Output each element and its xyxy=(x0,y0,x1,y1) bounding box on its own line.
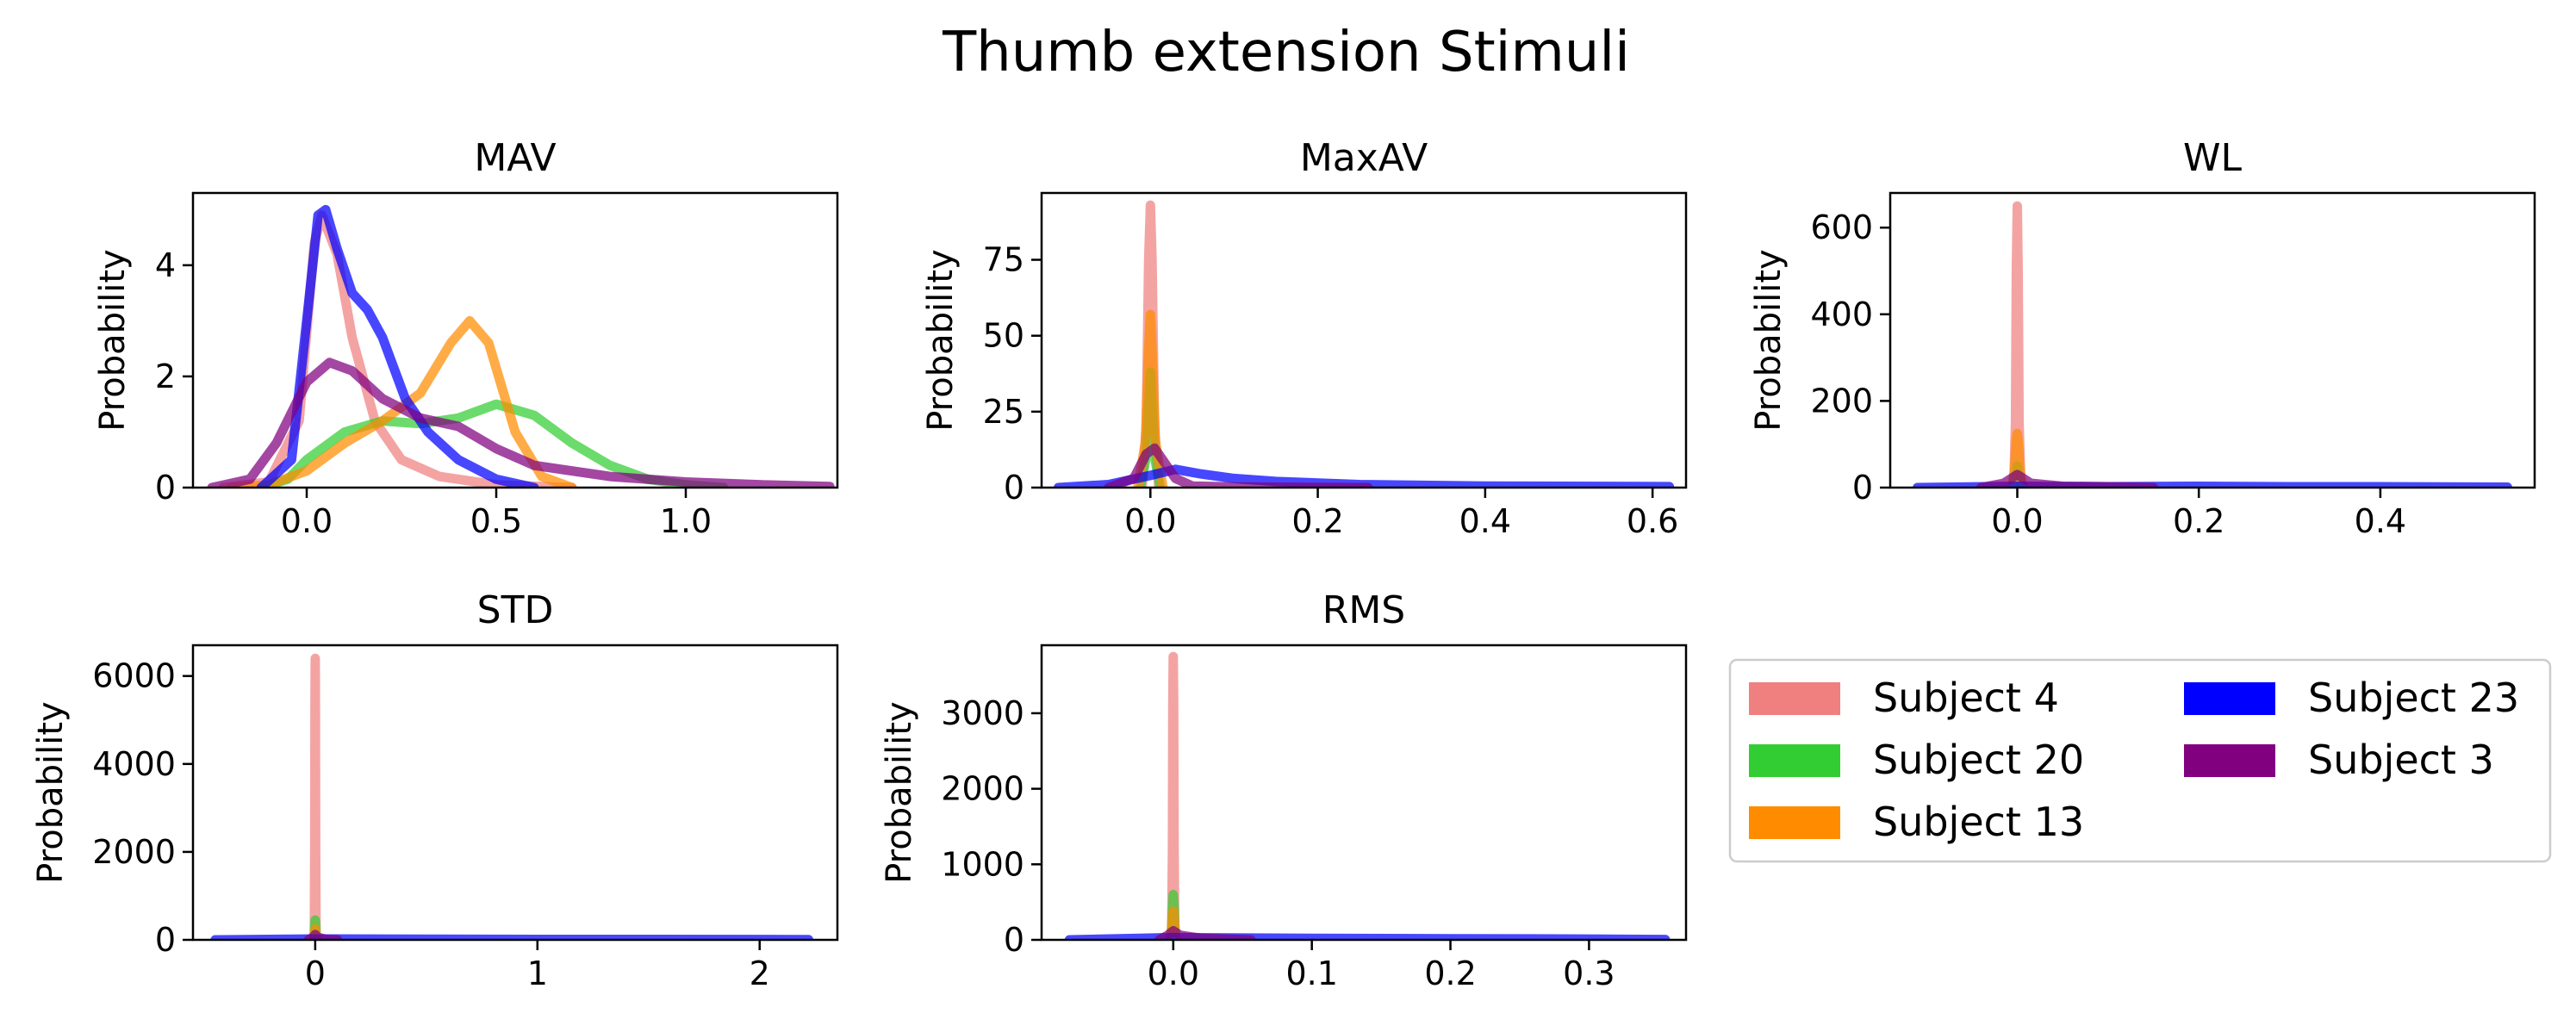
y-tick-label: 0 xyxy=(155,921,176,959)
legend-frame xyxy=(1728,658,2552,863)
series-line-subject-4 xyxy=(1167,651,1180,940)
x-tick-label: 0.6 xyxy=(1627,502,1678,540)
series-line-subject-3 xyxy=(1976,469,2158,488)
legend-item: Subject 4 xyxy=(1749,675,2059,721)
y-axis-label: Probability xyxy=(921,249,961,431)
legend-swatch xyxy=(1749,744,1840,777)
subplot-mav: 0.0 0.5 1.0 0 2 4 MAV Probability xyxy=(93,136,839,540)
y-tick-label: 2000 xyxy=(92,833,176,871)
subplot-wl: 0.0 0.2 0.4 0 200 400 600 WL Probability xyxy=(1749,136,2536,540)
y-tick-label: 2 xyxy=(155,358,176,395)
x-tick-label: 0.4 xyxy=(2355,502,2406,540)
legend-swatch xyxy=(2184,744,2275,777)
series-line-subject-4 xyxy=(309,653,321,940)
y-tick-label: 25 xyxy=(983,393,1024,431)
legend-item: Subject 13 xyxy=(1749,799,2084,845)
series-line-subject-3 xyxy=(207,358,835,488)
y-axis-label: Probability xyxy=(880,701,919,883)
legend-item: Subject 23 xyxy=(2184,675,2519,721)
x-tick-label: 0.0 xyxy=(1991,502,2043,540)
x-tick-label: 2 xyxy=(750,954,770,992)
x-tick-label: 1.0 xyxy=(660,502,712,540)
y-tick-label: 0 xyxy=(1852,469,1873,507)
subplot-title: MaxAV xyxy=(1300,136,1428,180)
y-tick-label: 2000 xyxy=(941,770,1024,808)
y-tick-label: 4 xyxy=(155,246,176,284)
series-line-subject-4 xyxy=(2008,201,2026,488)
series-group xyxy=(1913,201,2512,488)
y-tick-label: 0 xyxy=(1004,921,1024,959)
y-axis-label: Probability xyxy=(93,249,133,431)
legend-swatch xyxy=(1749,682,1840,715)
subplot-std: 0 1 2 0 2000 4000 6000 STD Probability xyxy=(31,588,839,992)
series-line-subject-13 xyxy=(226,315,577,488)
subplot-title: MAV xyxy=(474,136,556,180)
y-tick-label: 3000 xyxy=(941,694,1024,732)
y-tick-label: 400 xyxy=(1810,295,1873,333)
x-tick-label: 0.0 xyxy=(281,502,333,540)
series-line-subject-23 xyxy=(256,204,539,488)
series-line-subject-13 xyxy=(1133,309,1168,488)
axes-frame xyxy=(1888,191,2536,489)
legend-label: Subject 23 xyxy=(2308,675,2519,721)
legend-swatch xyxy=(1749,806,1840,839)
series-group xyxy=(210,653,813,940)
series-group xyxy=(207,204,835,488)
y-tick-label: 0 xyxy=(1004,469,1024,507)
x-tick-label: 0.2 xyxy=(2173,502,2224,540)
legend: Subject 4 Subject 20 Subject 13 Subject 23 S… xyxy=(1728,658,2552,863)
legend-label: Subject 4 xyxy=(1873,675,2059,721)
y-tick-label: 4000 xyxy=(92,745,176,783)
axes-frame xyxy=(1040,191,1688,489)
figure-title: Thumb extension Stimuli xyxy=(942,21,1630,84)
y-tick-label: 600 xyxy=(1810,208,1873,246)
series-line-subject-3 xyxy=(1154,926,1256,940)
legend-label: Subject 13 xyxy=(1873,799,2084,845)
legend-swatch xyxy=(2184,682,2275,715)
axes-frame xyxy=(191,191,839,489)
y-tick-label: 200 xyxy=(1810,382,1873,420)
subplot-title: WL xyxy=(2183,136,2243,180)
subplot-maxav: 0.0 0.2 0.4 0.6 0 25 50 75 MaxAV Probability xyxy=(921,136,1688,540)
x-tick-label: 0.4 xyxy=(1459,502,1511,540)
legend-label: Subject 3 xyxy=(2308,737,2494,783)
x-tick-label: 1 xyxy=(527,954,548,992)
legend-item: Subject 20 xyxy=(1749,737,2084,783)
x-tick-label: 0.0 xyxy=(1148,954,1199,992)
axes-frame xyxy=(1040,644,1688,942)
x-tick-label: 0.5 xyxy=(470,502,522,540)
axes-frame xyxy=(191,644,839,942)
subplot-rms: 0.0 0.1 0.2 0.3 0 1000 2000 3000 RMS Probability xyxy=(880,588,1688,992)
y-tick-label: 75 xyxy=(983,241,1024,279)
y-tick-label: 50 xyxy=(983,317,1024,355)
subplot-title: RMS xyxy=(1322,588,1405,632)
x-tick-label: 0.3 xyxy=(1563,954,1615,992)
series-line-subject-13 xyxy=(2007,428,2028,488)
y-tick-label: 6000 xyxy=(92,657,176,695)
y-axis-label: Probability xyxy=(1749,249,1789,431)
series-group xyxy=(1064,651,1671,940)
series-group xyxy=(1053,200,1675,488)
y-tick-label: 1000 xyxy=(941,845,1024,883)
legend-label: Subject 20 xyxy=(1873,737,2084,783)
x-tick-label: 0.0 xyxy=(1124,502,1176,540)
x-tick-label: 0.1 xyxy=(1285,954,1337,992)
y-tick-label: 0 xyxy=(155,469,176,507)
x-tick-label: 0.2 xyxy=(1424,954,1476,992)
subplots: 0.0 0.5 1.0 0 2 4 MAV Probability 0.0 0.2 0.4 0.6 0 2… xyxy=(31,136,2536,992)
subplot-title: STD xyxy=(477,588,554,632)
legend-item: Subject 3 xyxy=(2184,737,2494,783)
x-tick-label: 0.2 xyxy=(1291,502,1343,540)
y-axis-label: Probability xyxy=(31,701,71,883)
x-tick-label: 0 xyxy=(305,954,326,992)
